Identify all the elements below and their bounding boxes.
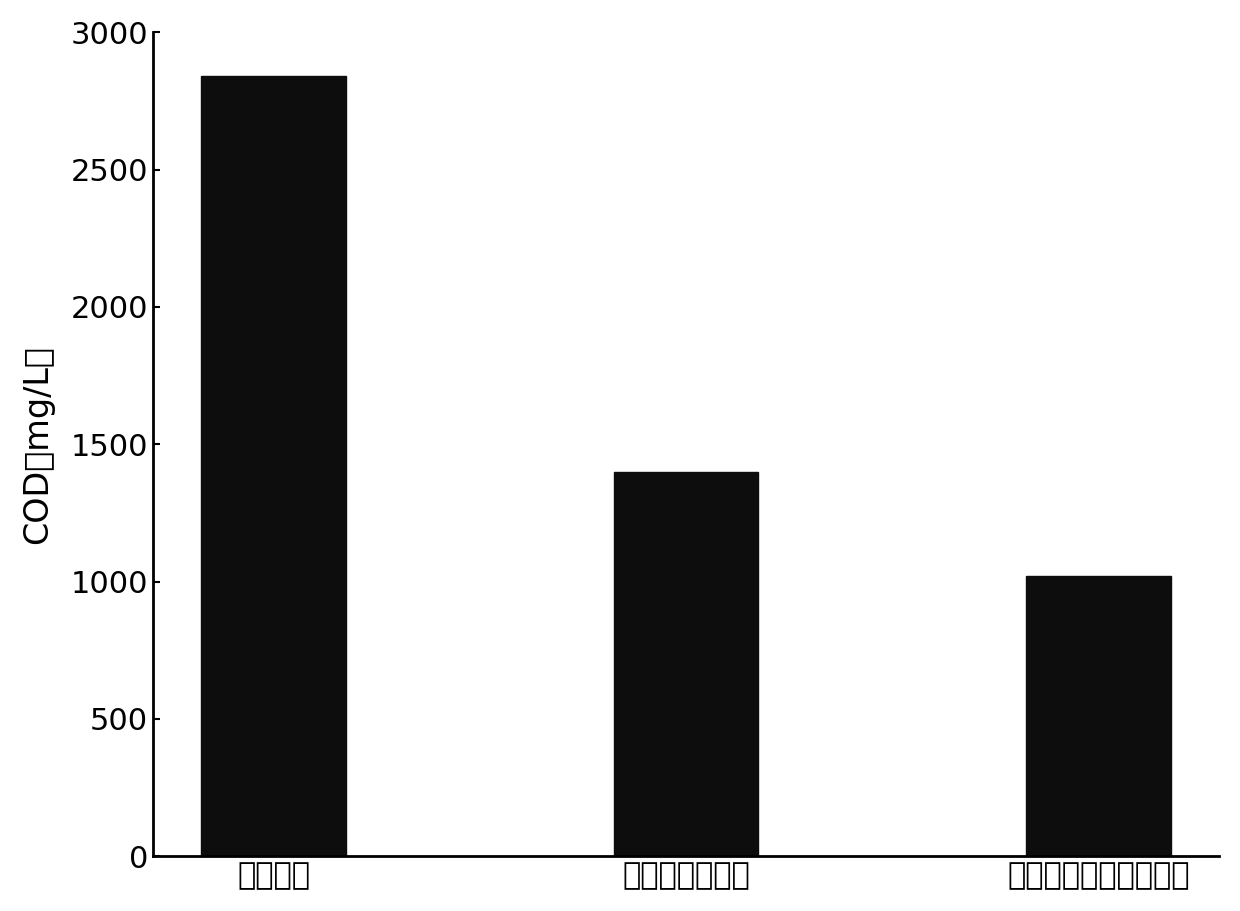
Bar (1027, 576, 1171, 856)
Bar (614, 472, 758, 856)
Bar (201, 77, 346, 856)
Y-axis label: COD（mg/L）: COD（mg/L） (21, 345, 53, 544)
